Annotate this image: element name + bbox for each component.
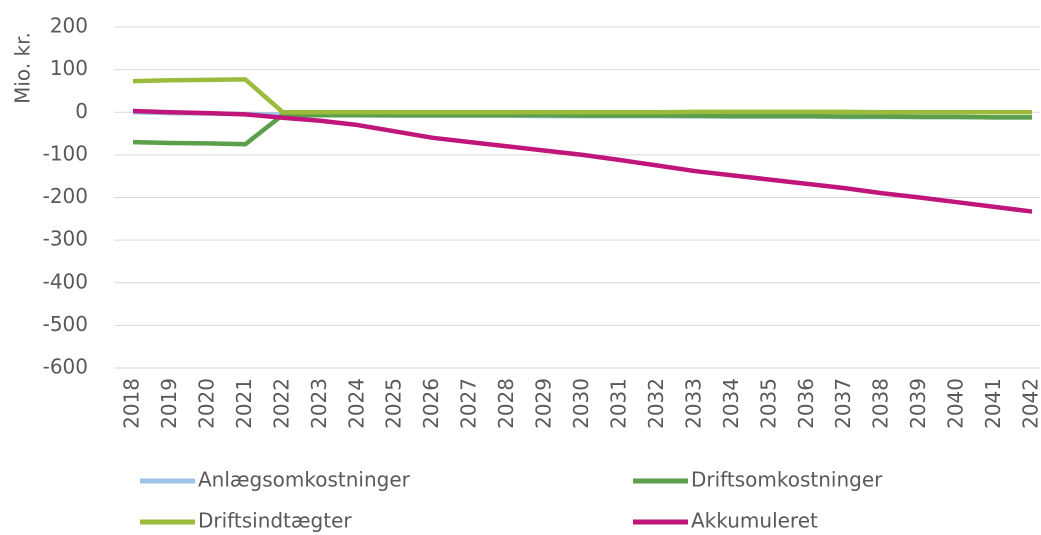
x-tick-label: 2042	[1019, 378, 1041, 429]
x-tick-label: 2023	[307, 378, 331, 429]
legend-label: Akkumuleret	[691, 509, 818, 533]
x-tick-label: 2030	[569, 378, 593, 429]
y-tick-label: -200	[43, 184, 88, 208]
x-tick-label: 2037	[831, 378, 855, 429]
y-tick-label: 0	[75, 99, 88, 123]
x-tick-label: 2032	[644, 378, 668, 429]
x-tick-label: 2031	[606, 378, 630, 429]
x-tick-label: 2040	[944, 378, 968, 429]
series-line	[132, 112, 1032, 147]
legend-label: Anlægsomkostninger	[198, 468, 411, 492]
y-tick-label: 100	[50, 56, 88, 80]
series-line	[132, 77, 1032, 115]
x-tick-label: 2033	[681, 378, 705, 429]
y-axis-title: Mio. kr.	[11, 32, 35, 104]
x-tick-label: 2029	[532, 378, 556, 429]
legend-label: Driftsindtægter	[198, 509, 352, 533]
series-line	[132, 108, 1033, 214]
legend-label: Driftsomkostninger	[691, 468, 883, 492]
y-tick-label: -600	[43, 355, 88, 379]
x-tick-label: 2038	[869, 378, 893, 429]
y-tick-label: -300	[43, 227, 88, 251]
x-tick-label: 2024	[344, 378, 368, 429]
x-tick-label: 2020	[194, 378, 218, 429]
x-tick-label: 2041	[981, 378, 1005, 429]
x-tick-label: 2019	[157, 378, 181, 429]
x-tick-label: 2035	[756, 378, 780, 429]
x-tick-label: 2018	[120, 378, 144, 429]
x-tick-label: 2021	[232, 378, 256, 429]
x-tick-label: 2027	[457, 378, 481, 429]
x-tick-label: 2039	[906, 378, 930, 429]
x-tick-label: 2028	[494, 378, 518, 429]
x-tick-label: 2025	[382, 378, 406, 429]
x-tick-label: 2034	[719, 378, 743, 429]
y-tick-label: 200	[50, 14, 88, 38]
y-tick-label: -100	[43, 141, 88, 165]
y-tick-label: -400	[43, 269, 88, 293]
x-tick-label: 2036	[794, 378, 818, 429]
y-tick-label: -500	[43, 312, 88, 336]
x-tick-label: 2022	[269, 378, 293, 429]
x-tick-label: 2026	[419, 378, 443, 429]
